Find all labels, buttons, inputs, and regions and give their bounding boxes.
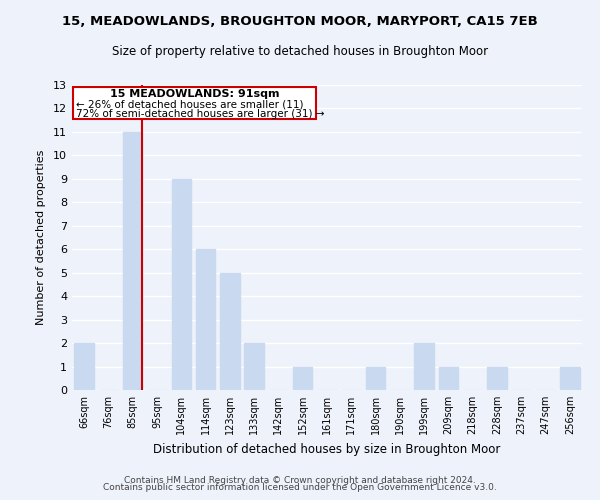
Bar: [123, 132, 142, 390]
Bar: [74, 343, 94, 390]
Text: Contains public sector information licensed under the Open Government Licence v3: Contains public sector information licen…: [103, 484, 497, 492]
Text: Size of property relative to detached houses in Broughton Moor: Size of property relative to detached ho…: [112, 45, 488, 58]
Bar: [196, 249, 215, 390]
Bar: [172, 179, 191, 390]
Bar: [439, 366, 458, 390]
Bar: [560, 366, 580, 390]
Bar: [415, 343, 434, 390]
Text: 72% of semi-detached houses are larger (31) →: 72% of semi-detached houses are larger (…: [76, 109, 324, 119]
Text: 15, MEADOWLANDS, BROUGHTON MOOR, MARYPORT, CA15 7EB: 15, MEADOWLANDS, BROUGHTON MOOR, MARYPOR…: [62, 15, 538, 28]
Bar: [293, 366, 313, 390]
FancyBboxPatch shape: [73, 88, 316, 119]
Bar: [220, 272, 239, 390]
Bar: [244, 343, 264, 390]
Y-axis label: Number of detached properties: Number of detached properties: [36, 150, 46, 325]
X-axis label: Distribution of detached houses by size in Broughton Moor: Distribution of detached houses by size …: [154, 442, 500, 456]
Text: Contains HM Land Registry data © Crown copyright and database right 2024.: Contains HM Land Registry data © Crown c…: [124, 476, 476, 485]
Bar: [487, 366, 507, 390]
Bar: [366, 366, 385, 390]
Text: ← 26% of detached houses are smaller (11): ← 26% of detached houses are smaller (11…: [76, 99, 303, 109]
Text: 15 MEADOWLANDS: 91sqm: 15 MEADOWLANDS: 91sqm: [110, 88, 280, 99]
